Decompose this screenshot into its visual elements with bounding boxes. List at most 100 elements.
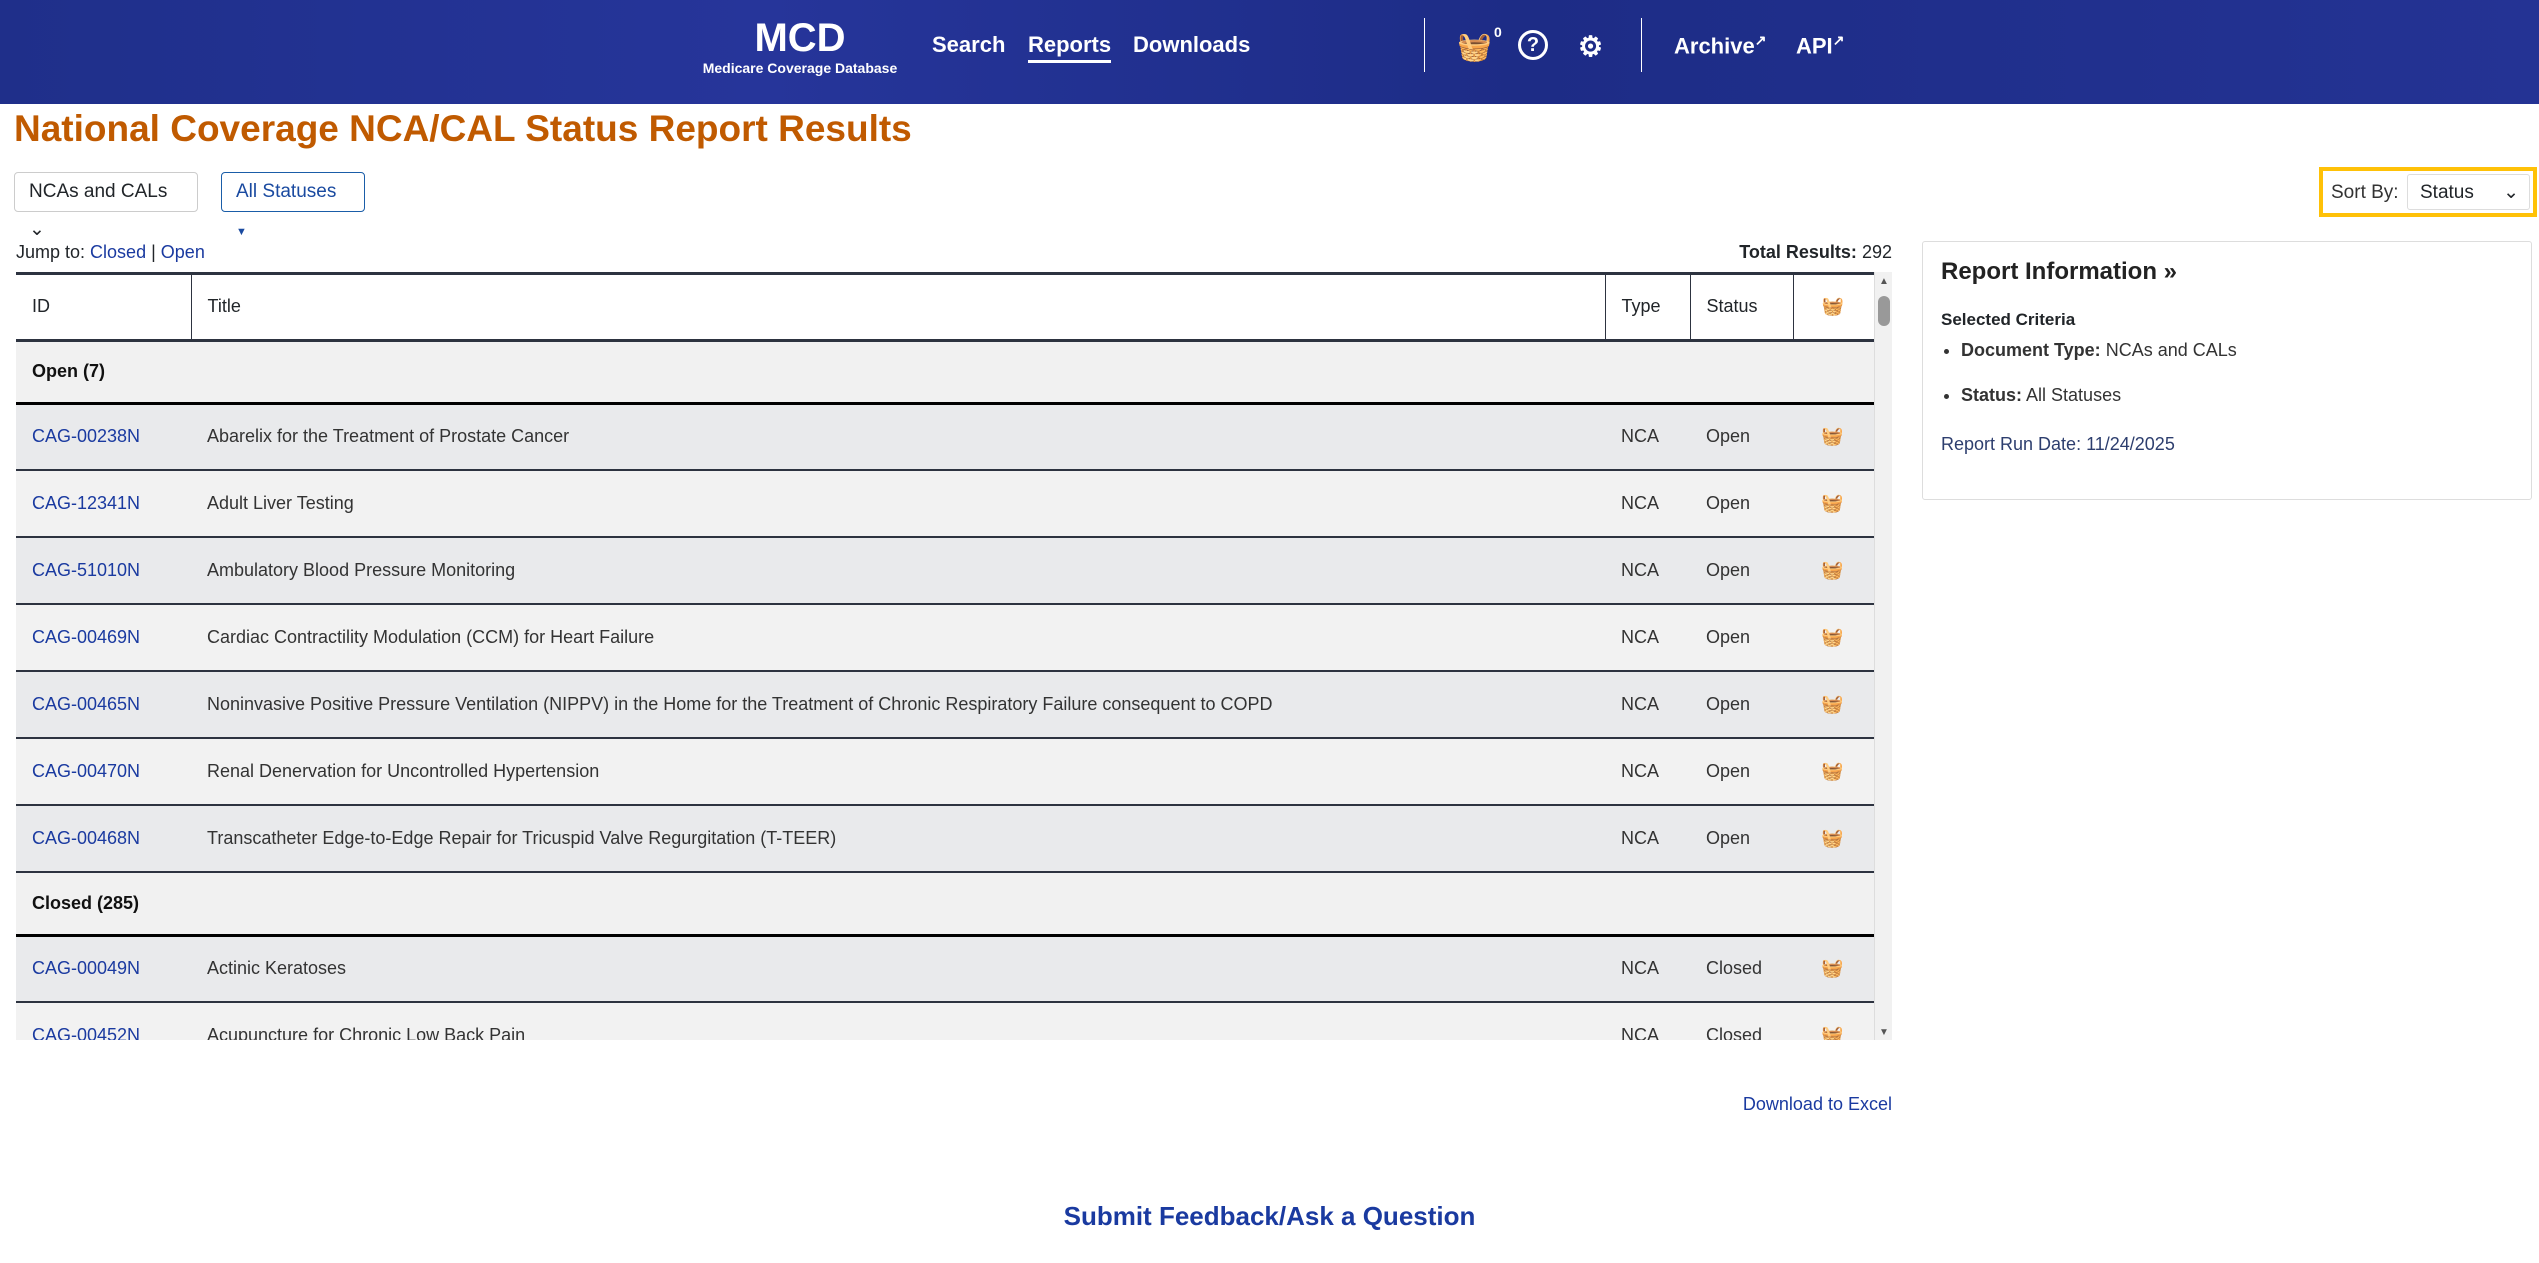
add-to-basket-icon[interactable]: 🧺: [1821, 1025, 1844, 1040]
document-id-link[interactable]: CAG-00238N: [32, 426, 141, 447]
document-id-link[interactable]: CAG-00049N: [32, 958, 141, 979]
results-table: ID Title Type Status 🧺 Open (7) CAG-00238…: [16, 272, 1874, 1040]
document-title: Ambulatory Blood Pressure Monitoring: [191, 537, 1605, 605]
scroll-down-icon[interactable]: ▼: [1879, 1027, 1889, 1038]
criteria-doc-type: Document Type: NCAs and CALs: [1961, 340, 2513, 361]
add-to-basket-icon[interactable]: 🧺: [1821, 958, 1844, 979]
nav-reports[interactable]: Reports: [1028, 32, 1112, 63]
criteria-heading: Selected Criteria: [1941, 310, 2076, 329]
cart-count: 0: [1494, 24, 1502, 40]
document-type: NCA: [1605, 403, 1690, 471]
scroll-up-icon[interactable]: ▲: [1879, 276, 1889, 287]
basket-icon[interactable]: 🧺: [1457, 31, 1492, 62]
chevron-down-icon: ⌄: [2503, 182, 2519, 203]
archive-link[interactable]: Archive↗: [1674, 32, 1766, 59]
document-type: NCA: [1605, 935, 1690, 1003]
table-row: CAG-00468N Transcatheter Edge-to-Edge Rep…: [16, 805, 1874, 873]
table-row: CAG-00465N Noninvasive Positive Pressure …: [16, 671, 1874, 739]
group-row: Open (7): [16, 340, 1874, 405]
basket-icon: 🧺: [1821, 296, 1844, 317]
caret-down-icon: ▼: [236, 226, 247, 238]
document-id-link[interactable]: CAG-51010N: [32, 560, 141, 580]
col-type[interactable]: Type: [1605, 275, 1691, 342]
jump-label: Jump to:: [16, 242, 86, 262]
report-run-date: Report Run Date: 11/24/2025: [1941, 434, 2175, 454]
col-status[interactable]: Status: [1690, 275, 1794, 342]
separator: |: [151, 242, 156, 262]
mcd-logo[interactable]: MCD Medicare Coverage Database: [700, 16, 900, 76]
document-type: NCA: [1605, 1002, 1690, 1040]
page-title: National Coverage NCA/CAL Status Report …: [14, 108, 912, 149]
col-id[interactable]: ID: [16, 275, 192, 342]
document-status: Closed: [1690, 1002, 1793, 1040]
document-status: Open: [1690, 604, 1793, 672]
document-id-link[interactable]: CAG-00470N: [32, 761, 141, 781]
table-row: CAG-00452N Acupuncture for Chronic Low Ba…: [16, 1002, 1874, 1040]
jump-open-link[interactable]: Open: [160, 242, 205, 262]
document-status: Open: [1690, 671, 1793, 739]
group-row: Closed (285): [16, 872, 1874, 937]
total-results: Total Results: 292: [1739, 242, 1892, 263]
download-excel-link[interactable]: Download to Excel: [1742, 1094, 1892, 1114]
document-status: Closed: [1690, 935, 1793, 1003]
table-scrollbar[interactable]: ▲ ▼: [1874, 272, 1892, 1040]
total-label: Total Results:: [1739, 242, 1857, 262]
add-to-basket-icon[interactable]: 🧺: [1821, 694, 1844, 714]
document-status: Open: [1690, 537, 1793, 605]
document-title: Actinic Keratoses: [191, 935, 1605, 1003]
add-to-basket-icon[interactable]: 🧺: [1821, 493, 1844, 513]
nav-downloads[interactable]: Downloads: [1133, 32, 1251, 57]
criteria-label: Status:: [1961, 385, 2023, 405]
api-link[interactable]: API↗: [1796, 32, 1844, 59]
sort-by-control: Sort By: Status ⌄: [2319, 167, 2537, 217]
add-to-basket-icon[interactable]: 🧺: [1821, 627, 1844, 647]
add-to-basket-icon[interactable]: 🧺: [1821, 828, 1844, 848]
criteria-label: Document Type:: [1961, 340, 2101, 360]
table-row: CAG-00470N Renal Denervation for Uncontro…: [16, 738, 1874, 806]
document-id-link[interactable]: CAG-00465N: [32, 694, 141, 714]
document-type: NCA: [1605, 604, 1690, 672]
document-id-link[interactable]: CAG-12341N: [32, 493, 141, 513]
add-to-basket-icon[interactable]: 🧺: [1821, 761, 1844, 781]
document-type: NCA: [1605, 671, 1690, 739]
panel-title[interactable]: Report Information »: [1941, 258, 2178, 285]
sort-label: Sort By:: [2331, 182, 2399, 203]
document-id-link[interactable]: CAG-00468N: [32, 828, 141, 848]
help-icon[interactable]: ?: [1518, 30, 1548, 60]
table-row: CAG-12341N Adult Liver Testing NCA Open 🧺: [16, 470, 1874, 538]
criteria-value: NCAs and CALs: [2105, 340, 2237, 360]
table-header: ID Title Type Status 🧺: [16, 275, 1874, 342]
jump-closed-link[interactable]: Closed: [90, 242, 147, 262]
doc-type-dropdown[interactable]: NCAs and CALs ⌄: [14, 172, 198, 240]
chevron-down-icon: ⌄: [29, 219, 45, 240]
scroll-thumb[interactable]: [1878, 296, 1890, 326]
gear-icon[interactable]: ⚙: [1578, 31, 1604, 62]
criteria-status: Status: All Statuses: [1961, 385, 2513, 406]
jump-to: Jump to: Closed | Open: [16, 242, 205, 263]
group-label: Closed (285): [16, 872, 1874, 937]
total-value: 292: [1861, 242, 1892, 262]
add-to-basket-icon[interactable]: 🧺: [1821, 426, 1844, 447]
document-id-link[interactable]: CAG-00469N: [32, 627, 141, 647]
criteria-value: All Statuses: [2026, 385, 2122, 405]
api-label: API: [1796, 33, 1833, 59]
table-row: CAG-51010N Ambulatory Blood Pressure Moni…: [16, 537, 1874, 605]
external-link-icon: ↗: [1754, 32, 1767, 48]
document-status: Open: [1690, 738, 1793, 806]
document-id-link[interactable]: CAG-00452N: [32, 1025, 141, 1040]
archive-label: Archive: [1674, 33, 1755, 59]
logo-text: MCD: [754, 16, 846, 60]
doc-type-value: NCAs and CALs: [29, 181, 168, 202]
table-row: CAG-00469N Cardiac Contractility Modulati…: [16, 604, 1874, 672]
report-information-panel: Report Information » Selected Criteria D…: [1922, 241, 2532, 500]
add-to-basket-icon[interactable]: 🧺: [1821, 560, 1844, 580]
group-label: Open (7): [16, 340, 1874, 405]
col-title[interactable]: Title: [191, 275, 1606, 342]
table-row: CAG-00238N Abarelix for the Treatment of …: [16, 403, 1874, 471]
col-basket: 🧺: [1793, 275, 1874, 342]
status-dropdown[interactable]: All Statuses ▼: [221, 172, 365, 238]
sort-select[interactable]: Status ⌄: [2407, 174, 2530, 210]
submit-feedback-link[interactable]: Submit Feedback/Ask a Question: [1063, 1201, 1476, 1231]
sort-value: Status: [2420, 182, 2474, 203]
nav-search[interactable]: Search: [932, 32, 1006, 57]
